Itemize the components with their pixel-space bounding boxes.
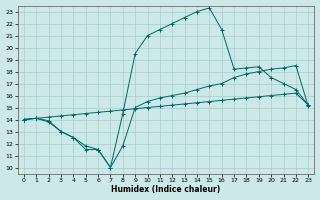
X-axis label: Humidex (Indice chaleur): Humidex (Indice chaleur)	[111, 185, 221, 194]
